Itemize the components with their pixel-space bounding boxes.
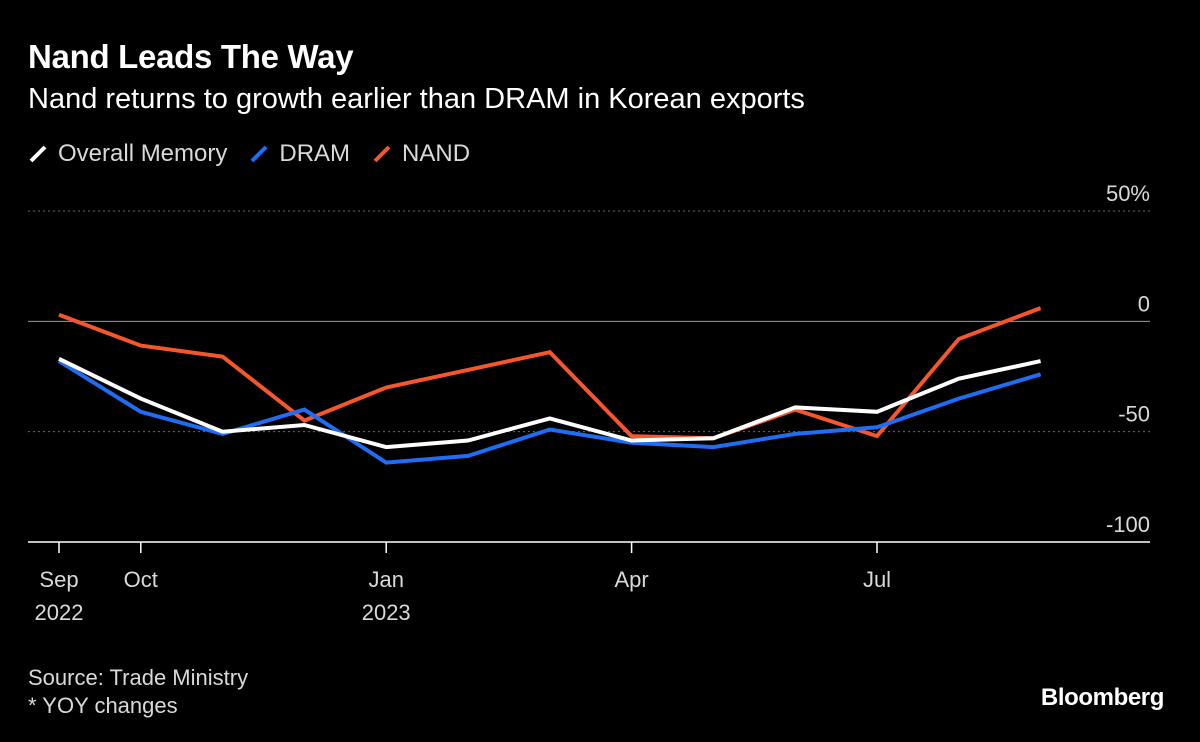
x-tick-label-year: 2022 (35, 600, 84, 625)
x-tick-label: Apr (614, 567, 648, 592)
footnote: * YOY changes (28, 693, 178, 718)
legend-swatch-nand (372, 144, 392, 164)
legend-item-overall-memory: Overall Memory (28, 140, 227, 168)
y-tick-label: 0 (1138, 291, 1150, 316)
x-tick-label-year: 2023 (362, 600, 411, 625)
chart-title: Nand Leads The Way (28, 38, 354, 75)
legend-swatch-overall-memory (28, 144, 48, 164)
bloomberg-logo: Bloomberg (1040, 684, 1164, 711)
source-note: Source: Trade Ministry (28, 665, 249, 690)
x-tick-label: Jan (368, 567, 403, 592)
y-tick-label: 50% (1106, 181, 1150, 206)
x-tick-label: Sep (39, 567, 78, 592)
legend-item-dram: DRAM (249, 140, 350, 168)
series-line-dram (57, 359, 1042, 465)
x-tick-label: Oct (124, 567, 158, 592)
footer: Source: Trade Ministry * YOY changes (28, 664, 248, 720)
legend-item-nand: NAND (372, 140, 470, 168)
series-line-overall-memory (58, 357, 1042, 450)
y-tick-label: -50 (1118, 402, 1150, 427)
legend: Overall Memory DRAM NAND (28, 140, 470, 168)
legend-swatch-dram (249, 144, 269, 164)
legend-label-nand: NAND (402, 140, 471, 167)
x-tick-label: Jul (863, 567, 891, 592)
y-tick-label: -100 (1106, 512, 1150, 537)
legend-label-overall-memory: Overall Memory (58, 140, 228, 167)
series-line-nand (58, 306, 1042, 441)
chart-subtitle: Nand returns to growth earlier than DRAM… (28, 83, 805, 115)
legend-label-dram: DRAM (279, 140, 351, 167)
